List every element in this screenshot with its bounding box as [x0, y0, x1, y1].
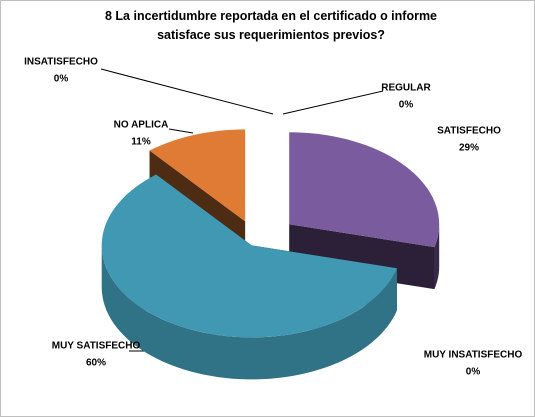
slice-side: [101, 245, 397, 380]
slice: [101, 174, 398, 380]
leader-line: [282, 90, 384, 115]
chart-title: 8 La incertidumbre reportada en el certi…: [104, 9, 438, 42]
data-label-value: 60%: [86, 358, 106, 369]
data-label-value: 0%: [54, 74, 69, 85]
data-label-value: 11%: [131, 137, 151, 148]
data-label-name: MUY INSATISFECHO: [424, 350, 523, 361]
data-label-value: 29%: [459, 143, 479, 154]
data-label-name: REGULAR: [381, 83, 431, 94]
slice-top: [149, 129, 246, 222]
slice: [289, 132, 440, 290]
leader-line: [100, 68, 274, 115]
slice-wall: [289, 224, 435, 290]
data-label-value: 0%: [399, 100, 414, 111]
slice-top: [101, 174, 397, 338]
slice-side: [434, 224, 440, 290]
data-label-name: NO APLICA: [114, 120, 169, 131]
data-label-name: INSATISFECHO: [24, 57, 98, 68]
leader-lines: [100, 68, 384, 352]
data-label-name: MUY SATISFECHO: [52, 341, 141, 352]
data-label-name: SATISFECHO: [437, 126, 501, 137]
data-label-value: 0%: [466, 367, 481, 378]
slice-top: [289, 132, 440, 248]
leader-line: [168, 128, 194, 134]
